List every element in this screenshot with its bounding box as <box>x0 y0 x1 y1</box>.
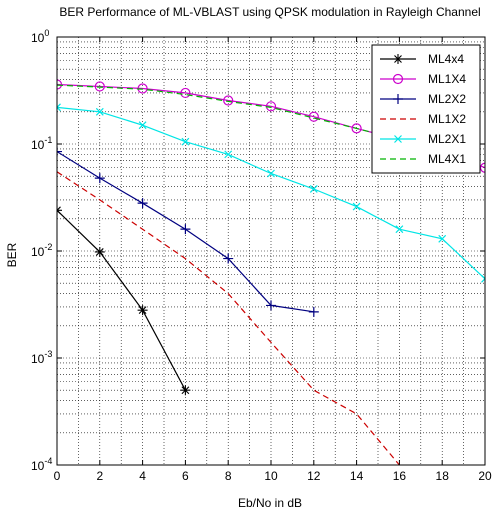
legend-item-ml1x2: ML1X2 <box>380 112 466 126</box>
data-point <box>57 146 62 157</box>
data-point <box>180 385 191 396</box>
grid <box>56 37 486 466</box>
x-tick-label: 8 <box>225 469 232 483</box>
legend-item-ml2x2: ML2X2 <box>380 92 466 106</box>
data-point <box>393 94 403 104</box>
x-tick-label: 2 <box>96 469 103 483</box>
data-point <box>266 300 276 311</box>
data-point <box>267 169 275 178</box>
legend-label: ML4x4 <box>428 52 464 66</box>
data-point <box>394 135 402 143</box>
series-line <box>57 209 186 391</box>
series-ml4x4 <box>57 205 191 396</box>
data-point <box>138 121 147 130</box>
series-layer <box>57 79 485 465</box>
data-point <box>481 274 485 283</box>
legend-item-ml2x1: ML2X1 <box>380 132 466 146</box>
y-axis-label: BER <box>5 242 19 267</box>
x-tick-label: 4 <box>139 469 146 483</box>
legend-label: ML4X1 <box>428 152 466 166</box>
data-point <box>308 306 319 317</box>
data-point <box>223 95 234 106</box>
series-ml1x2 <box>57 171 400 465</box>
series-ml4x1 <box>57 84 400 141</box>
chart-title: BER Performance of ML-VBLAST using QPSK … <box>59 5 480 19</box>
x-axis-label: Eb/No in dB <box>238 496 302 510</box>
legend-item-ml4x4: ML4x4 <box>380 52 464 66</box>
legend-label: ML2X1 <box>428 132 466 146</box>
legend-label: ML2X2 <box>428 92 466 106</box>
x-tick-label: 14 <box>350 469 364 483</box>
y-tick-label: 10-1 <box>31 135 52 152</box>
data-point <box>309 185 318 193</box>
axis-ticks: 0 2 4 6 8 10 12 14 16 18 20 100 10-1 10-2 10-3 10-4 <box>31 28 492 483</box>
x-tick-label: 18 <box>436 469 450 483</box>
x-tick-label: 6 <box>182 469 189 483</box>
data-point <box>351 123 362 134</box>
x-tick-label: 16 <box>393 469 407 483</box>
y-tick-label: 10-3 <box>31 349 52 366</box>
data-point <box>57 79 63 90</box>
legend-item-ml4x1: ML4X1 <box>380 152 466 166</box>
series-ml2x1 <box>57 103 485 283</box>
data-point <box>57 103 61 112</box>
data-point <box>137 198 148 209</box>
data-point <box>224 150 233 159</box>
y-tick-label: 10-2 <box>31 242 52 259</box>
legend-label: ML1X2 <box>428 112 466 126</box>
data-point <box>94 81 105 92</box>
data-point <box>95 107 104 116</box>
data-point <box>392 73 404 85</box>
data-point <box>181 137 190 146</box>
data-point <box>395 225 404 234</box>
data-point <box>180 224 191 235</box>
y-tick-label: 10-4 <box>31 456 52 473</box>
x-tick-label: 12 <box>307 469 321 483</box>
x-tick-label: 0 <box>54 469 61 483</box>
series-line <box>57 84 400 141</box>
data-point <box>352 202 361 211</box>
legend: ML4x4 ML1X4 ML2X2 ML1X2 ML2X1 ML4X1 <box>371 44 481 174</box>
legend-label: ML1X4 <box>428 72 466 86</box>
data-point <box>223 253 234 264</box>
data-point <box>393 54 403 64</box>
series-ml2x2 <box>57 146 319 317</box>
data-point <box>94 173 105 184</box>
x-tick-label: 20 <box>478 469 492 483</box>
data-point <box>94 246 105 257</box>
series-line <box>57 171 400 465</box>
data-point <box>137 305 148 316</box>
legend-item-ml1x4: ML1X4 <box>380 72 466 86</box>
legend-box <box>371 44 481 174</box>
data-point <box>180 87 191 99</box>
y-tick-label: 100 <box>31 28 49 45</box>
data-point <box>438 234 447 243</box>
x-tick-label: 10 <box>264 469 278 483</box>
